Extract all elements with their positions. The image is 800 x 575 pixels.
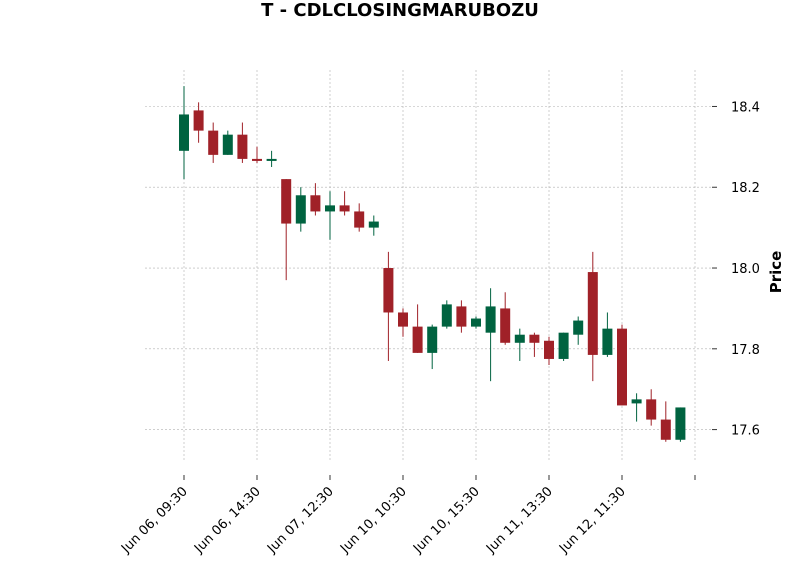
chart-title: T - CDLCLOSINGMARUBOZU [261,0,539,21]
candle-body [368,221,379,228]
candle [179,86,189,180]
candle-body [675,407,686,440]
candle [514,328,525,361]
x-tick-label: Jun 12, 11:30 [556,484,629,557]
candle-body [412,326,423,353]
candle [660,401,671,442]
candle [398,308,408,337]
candle-body [398,312,408,327]
candle [412,304,423,353]
candle [339,191,350,216]
x-tick-label: Jun 06, 14:30 [191,484,264,557]
axes: 17.6 17.8 18.0 18.2 18.4 Jun 06, 09:30 Jun 06,… [118,100,760,556]
candle-body [631,399,642,404]
candle-body [660,419,671,440]
candle-body [456,306,467,327]
candle [237,122,248,163]
candle [500,292,511,345]
y-tick-label: 18.2 [731,181,760,196]
candle [558,332,569,361]
candle [310,183,321,216]
candle [485,288,496,382]
candle-body [310,195,321,212]
candle-body [295,195,306,224]
candle [441,300,452,329]
candle-body [485,306,496,333]
candle [529,332,540,357]
x-tick-label: Jun 07, 12:30 [264,484,337,557]
y-axis-label: Price [767,251,785,294]
candle-body [573,320,584,335]
candle-body [646,399,657,420]
candle-body [325,205,335,212]
candle-body [222,134,233,155]
candle-body [471,318,481,327]
candle [427,324,438,370]
x-tick-label: Jun 06, 09:30 [118,484,191,557]
candle-body [193,110,204,131]
candle-body [252,158,262,161]
candle-body [208,130,219,155]
candle [646,389,657,426]
candles [179,86,686,442]
candle-body [587,272,598,355]
candle [325,191,335,240]
candle-body [383,268,394,313]
candle [208,122,219,163]
candle [295,187,306,232]
candle [631,393,642,422]
candle-body [500,308,511,343]
candle [587,251,598,382]
candle-body [427,326,438,353]
candle [471,316,481,329]
candle [354,203,365,232]
candle-body [281,179,292,224]
y-tick-label: 18.4 [731,100,760,115]
candle [573,316,584,345]
x-tick-label: Jun 10, 15:30 [410,484,483,557]
candle [456,300,467,333]
y-tick-label: 17.8 [731,343,760,358]
candle [602,312,613,357]
y-tick-label: 17.6 [731,424,760,439]
candle-body [237,134,248,159]
candle-body [339,205,350,212]
x-tick-label: Jun 10, 10:30 [337,484,410,557]
candle-body [441,304,452,327]
candle-body [544,340,554,359]
candle-body [617,328,627,406]
candle [252,146,262,163]
candle-body [529,334,540,343]
candle-body [179,114,189,151]
candle-body [514,334,525,343]
candle [193,102,204,143]
candle [281,179,292,281]
candle-body [266,158,277,161]
candle [383,251,394,361]
candle [266,150,277,167]
candle-body [602,328,613,355]
candle-body [354,211,365,228]
x-tick-label: Jun 11, 13:30 [483,484,556,557]
candle [675,407,686,442]
candle [222,130,233,155]
candle [617,324,627,406]
candle-body [558,332,569,359]
candle [544,336,554,366]
candle [368,215,379,236]
y-tick-label: 18.0 [731,262,760,277]
